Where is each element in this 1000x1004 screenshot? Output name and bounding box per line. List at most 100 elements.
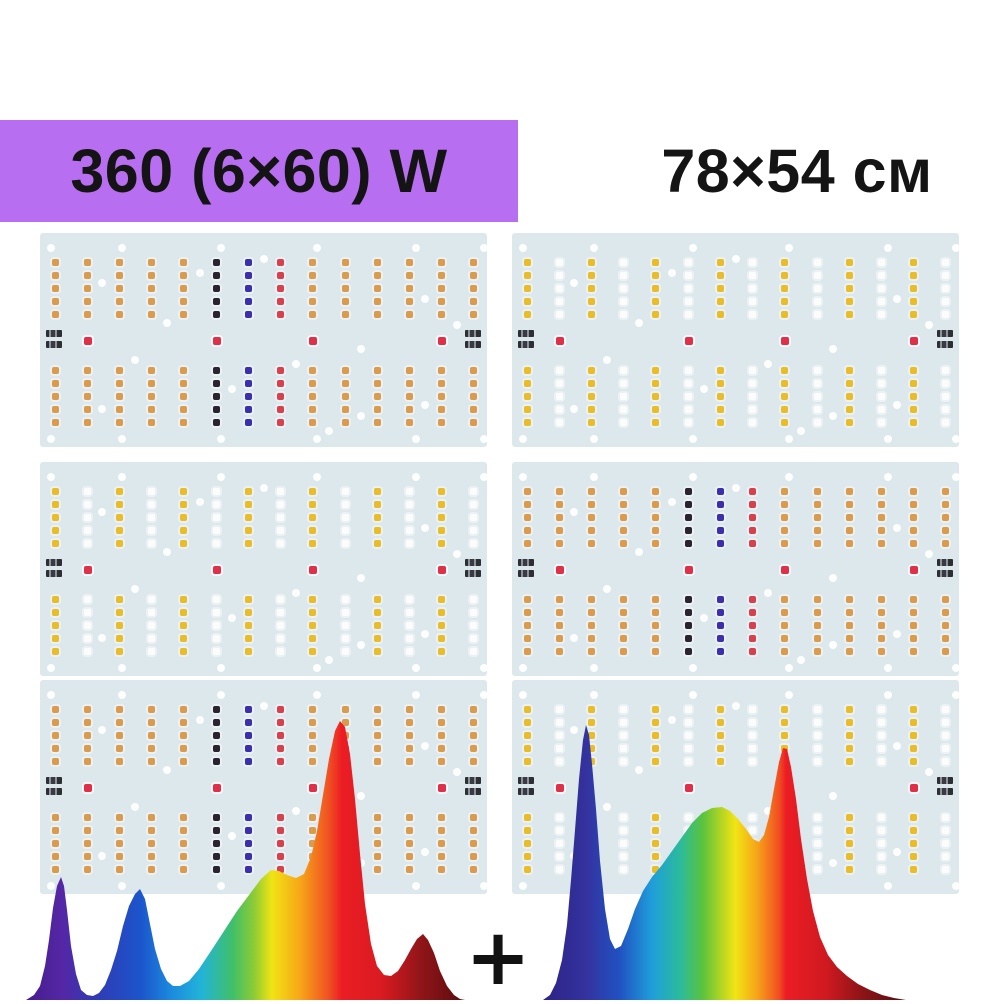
led-dot [587,839,595,847]
led-dot [212,608,220,616]
mounting-hole [884,664,892,672]
white-pad-dot [603,585,611,593]
led-dot [406,539,414,547]
led-dot [749,757,757,765]
led-dot [587,731,595,739]
led-dot [813,526,821,534]
led-dot [813,392,821,400]
white-pad-dot [98,852,106,860]
led-dot [652,539,660,547]
led-dot [910,379,918,387]
mounting-hole [952,473,960,481]
led-dot [406,418,414,426]
led-dot [684,608,692,616]
led-dot [845,826,853,834]
led-dot [781,852,789,860]
white-pad-dot [700,385,708,393]
led-dot [180,297,188,305]
led-dot [845,634,853,642]
led-dot [212,621,220,629]
led-dot [212,731,220,739]
led-dot [716,379,724,387]
mid-red-led-dot [212,565,221,574]
mounting-hole [884,435,892,443]
led-dot [942,366,950,374]
led-dot [244,705,252,713]
led-dot [180,744,188,752]
led-dot [212,718,220,726]
led-dot [438,608,446,616]
led-dot [781,284,789,292]
led-dot [212,634,220,642]
mounting-hole [47,473,55,481]
led-dot [244,826,252,834]
led-dot [212,284,220,292]
led-dot [115,297,123,305]
led-dot [83,539,91,547]
mounting-hole [689,882,697,890]
led-dot [438,865,446,873]
led-dot [341,310,349,318]
mounting-hole [785,473,793,481]
edge-connector [465,559,481,566]
white-pad-dot [764,589,772,597]
led-dot [470,852,478,860]
white-pad-dot [260,702,268,710]
led-dot [749,813,757,821]
led-dot [51,608,59,616]
led-dot [652,813,660,821]
led-dot [83,366,91,374]
led-dot [406,310,414,318]
mounting-hole [412,435,420,443]
led-dot [180,852,188,860]
led-dot [555,513,563,521]
led-dot [910,310,918,318]
led-dot [277,271,285,279]
led-dot [620,826,628,834]
led-dot [406,284,414,292]
led-dot [180,826,188,834]
led-dot [684,731,692,739]
led-dot [470,634,478,642]
mounting-hole [47,244,55,252]
mounting-hole [952,664,960,672]
led-dot [716,826,724,834]
led-dot [438,731,446,739]
led-dot [148,258,156,266]
led-dot [406,865,414,873]
led-dot [910,621,918,629]
led-dot [749,826,757,834]
mid-red-led-dot [910,565,919,574]
mid-red-led-dot [438,336,447,345]
led-dot [652,852,660,860]
led-dot [438,621,446,629]
led-dot [813,865,821,873]
led-dot [244,526,252,534]
led-dot [910,500,918,508]
white-pad-dot [421,848,429,856]
led-dot [341,852,349,860]
led-dot [373,839,381,847]
mounting-hole [689,473,697,481]
led-dot [115,310,123,318]
led-board-full-spectrum [40,233,488,447]
led-dot [277,865,285,873]
led-dot [277,379,285,387]
led-dot [373,826,381,834]
led-dot [555,826,563,834]
edge-connector [937,330,953,337]
led-dot [341,405,349,413]
led-dot [878,539,886,547]
led-dot [406,647,414,655]
edge-connector [937,570,953,577]
led-board-warm-white [512,680,960,894]
led-dot [652,487,660,495]
led-dot [555,718,563,726]
led-dot [942,852,950,860]
led-dot [51,539,59,547]
led-dot [749,379,757,387]
led-dot [244,405,252,413]
led-dot [373,258,381,266]
led-dot [373,595,381,603]
mid-red-led-dot [309,336,318,345]
